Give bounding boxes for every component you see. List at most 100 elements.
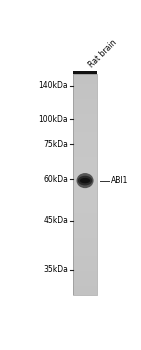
Bar	[73, 287, 97, 288]
Bar	[73, 242, 97, 243]
Bar	[73, 293, 97, 295]
Bar	[73, 226, 97, 228]
Text: Rat brain: Rat brain	[87, 37, 118, 69]
Bar	[73, 93, 97, 94]
Bar	[73, 167, 97, 168]
Bar	[73, 162, 97, 163]
Bar	[73, 176, 97, 177]
Bar	[73, 239, 97, 240]
Bar	[73, 232, 97, 233]
Bar	[73, 141, 97, 142]
Bar	[73, 224, 97, 225]
Text: 75kDa: 75kDa	[43, 140, 68, 149]
Bar	[73, 166, 97, 167]
Bar	[73, 289, 97, 290]
Bar	[73, 95, 97, 96]
Bar	[73, 192, 97, 193]
Text: 45kDa: 45kDa	[43, 216, 68, 225]
Bar	[73, 243, 97, 244]
Bar	[73, 231, 97, 232]
Bar	[73, 262, 97, 264]
Bar	[73, 288, 97, 289]
Bar	[73, 188, 97, 189]
Bar	[73, 146, 97, 147]
Bar	[73, 253, 97, 254]
Bar	[73, 230, 97, 231]
Bar	[73, 198, 97, 199]
Bar	[73, 238, 97, 239]
Bar	[73, 170, 97, 171]
Bar	[73, 235, 97, 236]
Bar	[73, 291, 97, 292]
Bar	[73, 276, 97, 277]
Bar	[73, 236, 97, 237]
Bar	[73, 208, 97, 209]
Bar	[73, 91, 97, 92]
Bar	[73, 267, 97, 268]
Bar	[73, 152, 97, 153]
Bar	[73, 148, 97, 149]
Bar	[73, 157, 97, 158]
Bar	[73, 82, 97, 83]
Bar	[73, 150, 97, 152]
Bar	[73, 124, 97, 125]
Bar	[73, 193, 97, 194]
Bar	[73, 187, 97, 188]
Bar	[73, 114, 97, 115]
Bar	[73, 211, 97, 212]
Bar	[73, 71, 97, 74]
Bar	[73, 265, 97, 266]
Bar	[73, 177, 97, 178]
Bar	[73, 174, 97, 175]
Bar	[73, 234, 97, 235]
Bar	[73, 115, 97, 116]
Bar	[73, 107, 97, 108]
Bar	[73, 96, 97, 97]
Bar	[73, 281, 97, 282]
Bar	[73, 127, 97, 128]
Bar	[73, 158, 97, 159]
Bar	[73, 92, 97, 93]
Bar	[73, 171, 97, 172]
Bar	[73, 237, 97, 238]
Bar	[73, 100, 97, 101]
Bar	[73, 90, 97, 91]
Bar	[73, 74, 97, 76]
Bar	[73, 133, 97, 134]
Bar	[73, 210, 97, 211]
Bar	[73, 118, 97, 119]
Bar	[73, 102, 97, 103]
Bar	[73, 250, 97, 251]
Bar	[73, 217, 97, 219]
Bar	[73, 122, 97, 123]
Bar	[73, 280, 97, 281]
Bar	[73, 108, 97, 110]
Bar	[73, 190, 97, 191]
Bar	[73, 204, 97, 205]
Bar	[73, 99, 97, 100]
Bar	[73, 168, 97, 169]
Bar	[73, 101, 97, 102]
Bar	[73, 85, 97, 86]
Bar	[73, 86, 97, 88]
Bar	[73, 220, 97, 221]
Bar	[73, 260, 97, 261]
Bar	[73, 119, 97, 121]
Bar	[73, 123, 97, 124]
Bar	[73, 144, 97, 145]
Bar	[73, 153, 97, 154]
Bar	[73, 255, 97, 256]
Bar	[73, 139, 97, 140]
Bar	[73, 282, 97, 284]
Bar	[73, 229, 97, 230]
Bar	[73, 269, 97, 270]
Bar	[73, 275, 97, 276]
Bar	[73, 181, 97, 182]
Bar	[73, 266, 97, 267]
Bar	[73, 195, 97, 197]
Ellipse shape	[77, 173, 94, 188]
Bar	[73, 94, 97, 95]
Bar	[73, 147, 97, 148]
Bar	[73, 83, 97, 84]
Bar	[73, 84, 97, 85]
